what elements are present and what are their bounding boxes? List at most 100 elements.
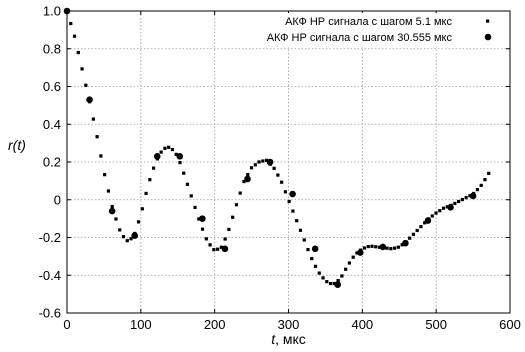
x-tick-labels: 0 100 200 300 400 500 600 (63, 317, 520, 332)
data-point-small (216, 247, 220, 251)
data-point-small (464, 196, 468, 200)
x-tick-label: 600 (499, 317, 521, 332)
data-point-small (430, 214, 434, 218)
data-point-small (408, 236, 412, 240)
data-point-small (347, 261, 352, 265)
data-point-large (244, 175, 251, 183)
grid-lines (67, 11, 510, 313)
data-point-small (370, 244, 374, 248)
data-point-large (176, 153, 184, 160)
legend-label-series-2: АКФ НР сигнала с шагом 30.555 мкс (267, 32, 453, 44)
data-point-small (95, 135, 99, 139)
x-tick-label: 100 (130, 317, 152, 332)
y-axis-label: r(t) (8, 137, 26, 153)
x-axis-label: t, мкс (271, 331, 306, 347)
data-point-small (253, 163, 257, 167)
x-tick-label: 200 (204, 317, 226, 332)
data-point-small (441, 206, 446, 210)
data-point-small (91, 117, 95, 121)
data-point-small (189, 194, 193, 198)
data-point-small (272, 166, 276, 170)
series-small-squares (65, 9, 491, 286)
data-point-small (438, 209, 442, 213)
data-point-small (392, 246, 397, 250)
data-point-small (174, 152, 178, 156)
data-point-large (86, 96, 93, 104)
data-point-small (419, 225, 423, 229)
data-point-small (84, 83, 88, 87)
data-point-small (257, 160, 261, 164)
data-point-large (424, 217, 432, 224)
data-point-small (336, 279, 340, 283)
data-point-large (447, 204, 454, 211)
data-point-small (351, 255, 355, 259)
x-tick-label: 0 (63, 317, 70, 332)
data-point-small (411, 232, 416, 236)
data-point-small (159, 150, 163, 154)
data-point-small (144, 191, 148, 196)
data-point-small (295, 219, 299, 223)
legend-marker-small-square (486, 19, 490, 23)
legend-label-series-1: АКФ НР сигнала с шагом 5.1 мкс (285, 16, 452, 28)
data-point-small (389, 247, 393, 251)
data-point-small (298, 228, 303, 232)
data-point-small (129, 237, 133, 241)
data-point-small (234, 203, 239, 207)
x-axis-variable: t (271, 331, 276, 347)
data-point-small (231, 215, 235, 219)
data-point-small (110, 204, 114, 209)
data-point-small (396, 245, 400, 249)
data-point-small (136, 220, 141, 224)
data-point-small (197, 217, 201, 221)
data-point-small (276, 173, 280, 177)
data-point-small (415, 228, 419, 233)
data-point-small (99, 154, 103, 158)
data-point-small (106, 189, 111, 193)
data-point-small (170, 147, 175, 152)
data-point-large (266, 158, 274, 166)
data-point-small (208, 243, 212, 247)
data-point-small (374, 245, 378, 249)
data-point-large (153, 153, 161, 160)
data-point-small (148, 178, 152, 182)
x-tick-label: 400 (351, 317, 373, 332)
x-tick-label: 500 (425, 317, 447, 332)
data-point-large (402, 239, 409, 247)
y-tick-label: -0.4 (39, 268, 61, 283)
data-point-small (302, 238, 306, 242)
data-point-large (311, 245, 319, 253)
y-tick-label: -0.2 (39, 230, 61, 245)
data-point-small (103, 173, 107, 177)
data-point-small (366, 244, 370, 249)
y-tick-label: 0 (54, 192, 61, 207)
x-axis-unit: , мкс (275, 331, 306, 347)
data-point-large (356, 249, 364, 256)
data-point-small (125, 239, 129, 243)
data-point-small (204, 237, 208, 241)
data-point-large (131, 232, 138, 239)
data-point-small (69, 21, 73, 26)
data-point-small (280, 180, 284, 184)
data-point-small (385, 246, 389, 250)
data-point-small (121, 235, 126, 239)
data-point-small (460, 197, 464, 202)
data-point-small (80, 67, 84, 71)
y-tick-label: 0.2 (43, 155, 61, 170)
data-point-large (108, 207, 116, 215)
data-point-large (379, 243, 387, 251)
data-point-small (487, 171, 491, 176)
data-point-small (313, 264, 318, 268)
data-point-small (483, 178, 487, 182)
data-point-large (469, 192, 477, 200)
data-point-small (344, 267, 348, 271)
y-tick-labels: 1.0 0.8 0.6 0.4 0.2 0 -0.2 -0.4 -0.6 (39, 4, 61, 321)
data-point-small (238, 191, 242, 195)
data-point-large (289, 190, 296, 198)
data-point-small (479, 183, 483, 188)
data-point-small (219, 245, 223, 249)
data-point-small (249, 166, 254, 170)
data-point-small (264, 158, 269, 162)
data-point-small (76, 50, 80, 55)
data-point-small (72, 34, 77, 38)
